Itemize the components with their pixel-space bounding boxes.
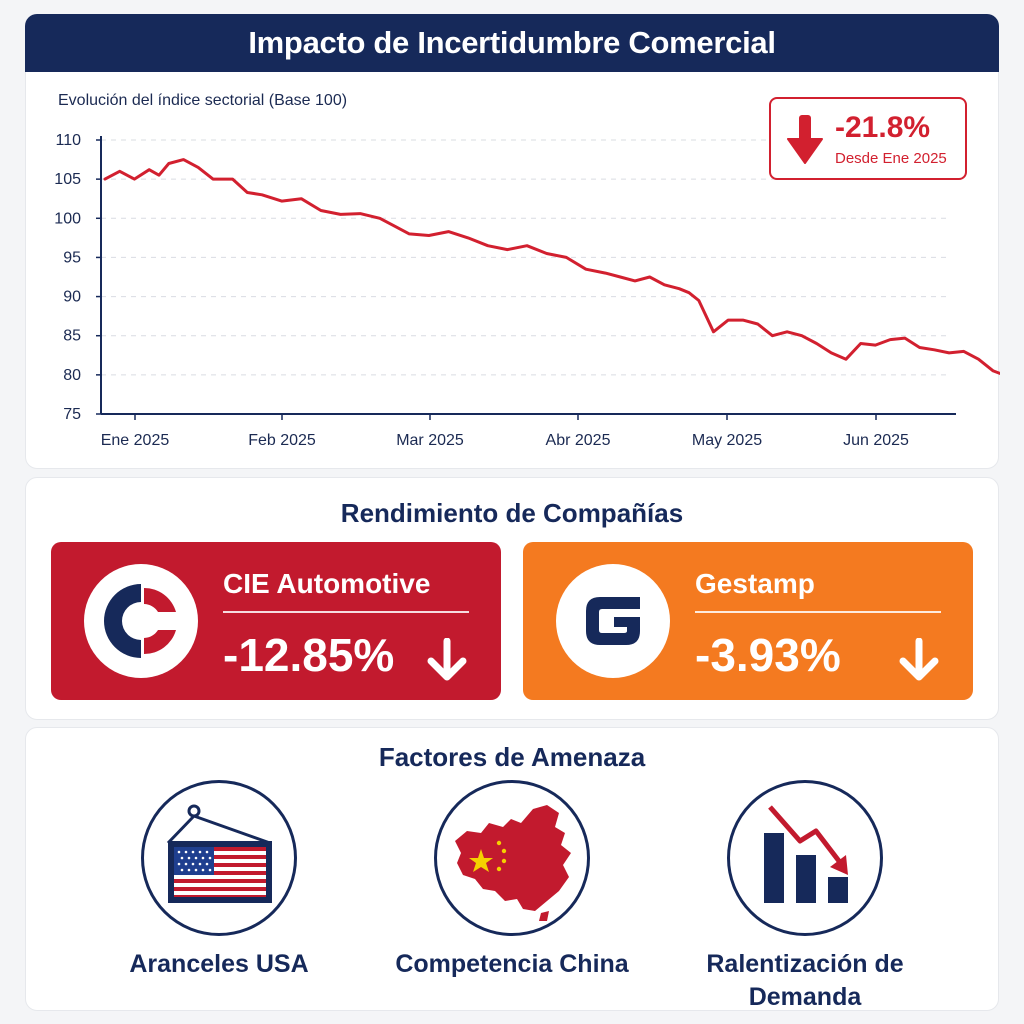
delta-label: Desde Ene 2025 <box>835 150 947 167</box>
x-tick-label: Jun 2025 <box>843 432 909 449</box>
header-bar: Impacto de Incertidumbre Comercial <box>25 14 999 72</box>
cie-logo-icon <box>104 584 176 658</box>
declining-bars-icon <box>727 780 883 936</box>
company-change: -3.93% <box>695 629 841 681</box>
chart-card: 110 105 100 95 90 85 80 75 Ene 2025 Feb 2025 Mar 2… <box>25 72 1000 469</box>
x-tick-label: Abr 2025 <box>546 432 611 449</box>
arrow-down-icon <box>787 115 823 164</box>
threats-title: Factores de Amenaza <box>378 742 646 772</box>
y-tick-label: 110 <box>55 132 81 149</box>
threat-china-competition: Competencia China <box>362 780 662 981</box>
company-change: -12.85% <box>223 629 395 681</box>
series-line <box>103 158 1000 376</box>
us-flag-sign-icon <box>141 780 297 936</box>
y-tick-label: 80 <box>63 367 81 384</box>
divider <box>695 611 941 613</box>
x-tick-label: Mar 2025 <box>396 432 464 449</box>
y-tick-label: 100 <box>54 210 81 227</box>
companies-card: Rendimiento de Compañías CIE Automotive … <box>25 477 999 720</box>
companies-title: Rendimiento de Compañías <box>340 498 684 528</box>
threat-label: Aranceles USA <box>129 950 309 978</box>
chart-subtitle: Evolución del índice sectorial (Base 100… <box>58 92 348 109</box>
threat-label: Competencia China <box>395 950 629 978</box>
china-map-icon <box>434 780 590 936</box>
threats-card: Factores de Amenaza <box>25 727 999 1011</box>
gestamp-logo-icon <box>586 597 640 645</box>
company-card-gestamp: Gestamp -3.93% <box>523 542 973 700</box>
x-tick-label: May 2025 <box>692 432 762 449</box>
y-tick-label: 95 <box>63 249 81 266</box>
threat-demand-slowdown: Ralentización de Demanda <box>655 780 955 1013</box>
cie-logo <box>84 564 198 678</box>
arrow-down-icon <box>899 638 939 681</box>
x-tick-label: Ene 2025 <box>101 432 170 449</box>
threat-label: Ralentización de Demanda <box>706 950 904 1011</box>
divider <box>223 611 469 613</box>
gestamp-logo <box>556 564 670 678</box>
delta-badge: -21.8% Desde Ene 2025 <box>769 97 967 180</box>
y-tick-label: 105 <box>54 171 81 188</box>
company-name: Gestamp <box>695 568 815 599</box>
company-name: CIE Automotive <box>223 568 431 599</box>
line-chart: 110 105 100 95 90 85 80 75 Ene 2025 Feb 2025 Mar 2… <box>54 132 1000 449</box>
y-tick-label: 75 <box>63 406 81 423</box>
delta-value: -21.8% <box>835 111 931 144</box>
page-title: Impacto de Incertidumbre Comercial <box>248 25 776 60</box>
x-tick-label: Feb 2025 <box>248 432 316 449</box>
company-card-cie: CIE Automotive -12.85% <box>51 542 501 700</box>
y-tick-label: 90 <box>63 289 81 306</box>
arrow-down-icon <box>427 638 467 681</box>
threat-usa-tariffs: Aranceles USA <box>69 780 369 981</box>
y-tick-label: 85 <box>63 328 81 345</box>
